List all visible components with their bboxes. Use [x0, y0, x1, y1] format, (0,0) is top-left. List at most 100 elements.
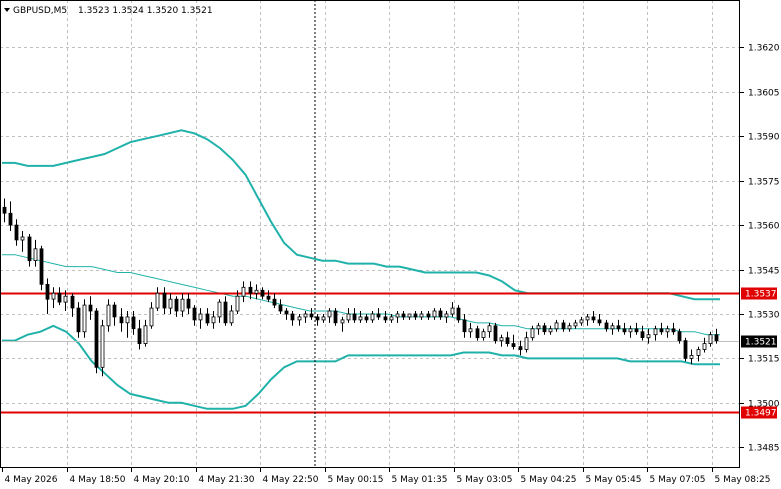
- candle: [432, 308, 437, 320]
- candle: [297, 314, 302, 326]
- candle: [653, 325, 658, 341]
- candle-body: [395, 313, 400, 318]
- y-tick-label: 1.3560: [748, 222, 780, 232]
- y-tick-label: 1.3500: [748, 400, 780, 410]
- candle: [27, 234, 32, 267]
- candle-body: [260, 289, 265, 297]
- candle-body: [481, 331, 486, 339]
- y-tick-label: 1.3575: [748, 178, 780, 188]
- candle-body: [235, 295, 240, 312]
- symbol-label: GBPUSD,M5: [13, 6, 67, 16]
- time-axis[interactable]: 4 May 2026 4 May 18:50 4 May 20:10 4 May 21…: [2, 468, 771, 485]
- candle: [143, 319, 148, 347]
- candle: [389, 314, 394, 323]
- candle: [340, 316, 345, 332]
- candle-body: [112, 304, 117, 318]
- current-price-box: [741, 335, 777, 348]
- candle: [696, 346, 701, 362]
- x-tick-label: 5 May 05:45: [586, 475, 642, 485]
- candle-body: [640, 331, 645, 339]
- candle-body: [628, 328, 633, 333]
- price-axis[interactable]: 1.3620 1.3605 1.3590 1.3575 1.3560 1.3545 1.35…: [740, 44, 780, 454]
- candle: [413, 311, 418, 320]
- candle: [468, 322, 473, 338]
- candle: [100, 319, 105, 377]
- candle: [278, 299, 283, 314]
- x-tick-label: 4 May 21:30: [199, 475, 255, 485]
- candle: [57, 287, 62, 306]
- candle: [192, 305, 197, 326]
- candle-body: [401, 313, 406, 318]
- candle-body: [27, 236, 32, 262]
- candle: [119, 308, 124, 332]
- candle: [315, 314, 320, 326]
- candle: [45, 278, 50, 314]
- candle: [518, 340, 523, 356]
- candle: [456, 305, 461, 323]
- candle: [260, 287, 265, 300]
- candle: [327, 308, 332, 323]
- candle: [591, 311, 596, 323]
- candle-body: [168, 298, 173, 309]
- candle-body: [597, 319, 602, 324]
- candle: [284, 308, 289, 320]
- symbol-dropdown-icon[interactable]: [4, 8, 10, 12]
- candle-body: [604, 322, 609, 330]
- x-tick-label: 5 May 07:05: [650, 475, 706, 485]
- candle-body: [536, 325, 541, 330]
- candle-body: [450, 307, 455, 315]
- candle-body: [554, 322, 559, 330]
- candle: [481, 328, 486, 341]
- candle-body: [333, 310, 338, 324]
- candle-body: [297, 316, 302, 321]
- candle: [677, 328, 682, 344]
- candle: [542, 322, 547, 335]
- candle-body: [702, 343, 707, 350]
- candle: [321, 314, 326, 323]
- x-tick-label: 5 May 04:25: [521, 475, 577, 485]
- candle: [395, 311, 400, 323]
- x-tick-label: 5 May 01:35: [392, 475, 448, 485]
- candle: [198, 308, 203, 329]
- candle: [20, 231, 25, 252]
- candle-body: [487, 325, 492, 333]
- candle-body: [155, 292, 160, 309]
- horizontal-levels[interactable]: [0, 292, 740, 414]
- x-tick-label: 4 May 18:50: [70, 475, 126, 485]
- candle: [585, 314, 590, 326]
- candle-body: [254, 289, 259, 294]
- candle: [346, 308, 351, 323]
- candle: [248, 281, 253, 300]
- candle-body: [708, 334, 713, 345]
- candle-body: [8, 212, 13, 226]
- candle-body: [143, 325, 148, 344]
- candle-body: [63, 295, 68, 303]
- candle-body: [468, 328, 473, 333]
- level-price-box: [741, 406, 777, 419]
- candle: [241, 281, 246, 303]
- level-price-label: 1.3497: [745, 409, 777, 419]
- candle-body: [346, 313, 351, 321]
- candle: [51, 287, 56, 309]
- candle: [426, 311, 431, 320]
- candle-body: [321, 316, 326, 321]
- candle-body: [125, 316, 130, 324]
- candle-body: [616, 325, 621, 330]
- candle: [364, 314, 369, 323]
- candle-body: [82, 304, 87, 333]
- candle: [333, 308, 338, 326]
- candle: [180, 293, 185, 317]
- candle-body: [57, 292, 62, 303]
- candle: [358, 311, 363, 323]
- candle-body: [137, 328, 142, 344]
- candle: [438, 308, 443, 320]
- x-tick-label: 5 May 00:15: [328, 475, 384, 485]
- candle-body: [272, 298, 277, 306]
- candle: [272, 293, 277, 309]
- candle: [223, 296, 228, 326]
- candle-body: [591, 316, 596, 321]
- candle: [640, 325, 645, 341]
- candle: [646, 328, 651, 344]
